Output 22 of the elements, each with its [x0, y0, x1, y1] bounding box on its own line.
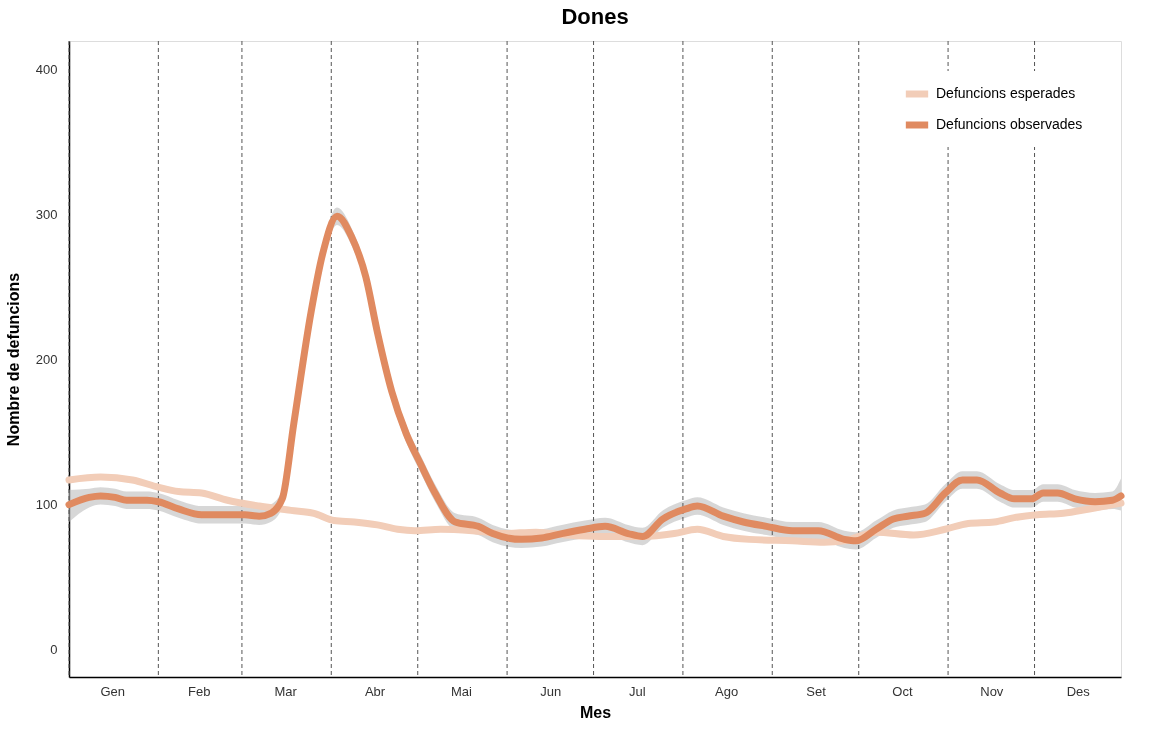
- x-tick-label: Des: [1066, 683, 1091, 699]
- x-tick-label: Set: [806, 683, 827, 699]
- x-tick-label: Jun: [540, 683, 562, 699]
- x-tick-label: Abr: [364, 683, 386, 699]
- legend-label: Defuncions esperades: [936, 85, 1076, 101]
- x-tick-label: Mai: [451, 683, 473, 699]
- y-tick-label: 200: [35, 352, 58, 368]
- x-tick-label: Jul: [628, 683, 646, 699]
- y-tick-label: 0: [50, 641, 58, 657]
- y-tick-label: 100: [35, 497, 58, 513]
- chart-title: Dones: [561, 3, 629, 29]
- x-tick-label: Ago: [715, 683, 739, 699]
- x-tick-label: Oct: [892, 683, 913, 699]
- y-tick-label: 400: [35, 62, 58, 78]
- x-tick-label: Gen: [100, 683, 126, 699]
- x-axis-title: Mes: [579, 703, 612, 721]
- legend-label: Defuncions observades: [936, 116, 1083, 132]
- x-tick-label: Feb: [188, 683, 211, 699]
- x-tick-label: Nov: [980, 683, 1004, 699]
- y-axis-title: Nombre de defuncions: [4, 272, 22, 447]
- y-tick-label: 300: [35, 207, 58, 223]
- x-tick-label: Mar: [274, 683, 298, 699]
